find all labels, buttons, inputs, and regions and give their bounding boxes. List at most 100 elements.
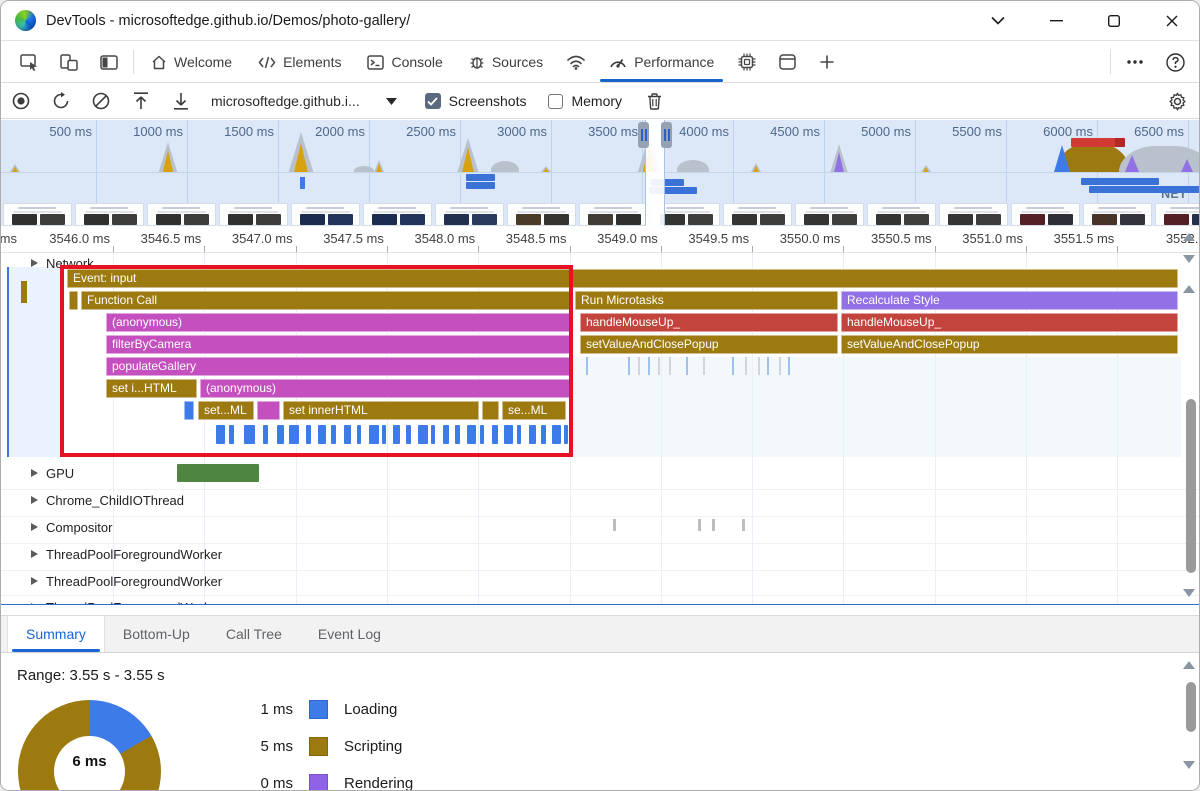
flame-micro-bar[interactable] [455,425,460,444]
device-emulation-icon[interactable] [49,42,89,82]
flame-micro-bar[interactable] [382,425,386,444]
flame-micro-bar[interactable] [393,425,400,444]
tab-sources[interactable]: Sources [456,42,556,82]
track-header[interactable]: ThreadPoolForegroundWorker [1,572,222,590]
maximize-button[interactable] [1085,1,1143,40]
flame-event-bar[interactable]: populateGallery [106,357,571,376]
tab-performance[interactable]: Performance [596,42,728,82]
gpu-activity-bar[interactable] [177,464,259,482]
film-thumbnail[interactable] [3,203,72,226]
flame-micro-bar[interactable] [263,425,268,444]
summary-scroll-up-arrow[interactable] [1183,661,1195,669]
track-header[interactable]: Compositor [1,518,112,536]
settings-gear-icon[interactable] [1157,84,1197,118]
flame-event-bar[interactable]: Event: input [67,269,1178,288]
flame-micro-bar[interactable] [431,425,435,444]
scroll-down-arrow[interactable] [1183,255,1195,263]
film-thumbnail[interactable] [939,203,1008,226]
inspect-element-icon[interactable] [9,42,49,82]
film-thumbnail[interactable] [1083,203,1152,226]
flame-micro-bar[interactable] [216,425,225,444]
flame-micro-bar[interactable] [480,425,484,444]
save-profile-icon[interactable] [161,84,201,118]
tab-call-tree[interactable]: Call Tree [208,616,300,652]
load-profile-icon[interactable] [121,84,161,118]
flame-event-bar[interactable]: (anonymous) [200,379,571,398]
flame-micro-bar[interactable] [564,425,568,444]
flame-event-bar[interactable]: Run Microtasks [575,291,838,310]
close-button[interactable] [1143,1,1199,40]
screenshots-checkbox[interactable]: Screenshots [424,93,526,109]
film-thumbnail[interactable] [1155,203,1199,226]
film-thumbnail[interactable] [291,203,360,226]
expand-arrow-icon[interactable] [31,577,38,585]
film-thumbnail[interactable] [1011,203,1080,226]
expand-arrow-icon[interactable] [31,469,38,477]
flame-event-bar[interactable] [482,401,499,420]
trash-icon[interactable] [634,84,674,118]
chevron-down-icon[interactable] [969,1,1027,40]
film-thumbnail[interactable] [507,203,576,226]
flame-event-bar[interactable]: Function Call [81,291,571,310]
flame-micro-bar[interactable] [306,425,311,444]
flame-event-bar[interactable]: Recalculate Style [841,291,1178,310]
flame-micro-bar[interactable] [504,425,513,444]
clear-recording-icon[interactable] [81,84,121,118]
film-thumbnail[interactable] [363,203,432,226]
film-thumbnail[interactable] [651,203,720,226]
flame-event-bar[interactable] [257,401,280,420]
track-header[interactable]: ThreadPoolForegroundWorker [1,545,222,563]
flame-micro-bar[interactable] [244,425,255,444]
flame-micro-bar[interactable] [492,425,498,444]
flame-scroll-down-arrow[interactable] [1183,589,1195,597]
expand-arrow-icon[interactable] [31,496,38,504]
network-conditions-icon[interactable] [556,42,596,82]
flame-event-bar[interactable]: (anonymous) [106,313,571,332]
film-thumbnail[interactable] [75,203,144,226]
flame-event-bar[interactable]: setValueAndClosePopup [580,335,838,354]
film-thumbnail[interactable] [147,203,216,226]
flame-event-bar[interactable] [184,401,194,420]
summary-scrollbar-thumb[interactable] [1186,682,1196,732]
tab-elements[interactable]: Elements [245,42,354,82]
flame-micro-bar[interactable] [229,425,234,444]
flame-micro-bar[interactable] [418,425,428,444]
flame-micro-bar[interactable] [318,425,326,444]
tab-bottom-up[interactable]: Bottom-Up [105,616,208,652]
track-header[interactable]: GPU [1,464,74,482]
flame-micro-bar[interactable] [277,425,284,444]
flame-micro-bar[interactable] [517,425,521,444]
page-selector-dropdown[interactable]: microsoftedge.github.i... [211,93,397,109]
flame-micro-bar[interactable] [406,425,411,444]
reload-and-record-button[interactable] [41,84,81,118]
expand-arrow-icon[interactable] [31,259,38,267]
more-options-icon[interactable] [1115,42,1155,82]
track-header[interactable]: Chrome_ChildIOThread [1,491,184,509]
tab-console[interactable]: Console [354,42,455,82]
film-thumbnail[interactable] [795,203,864,226]
overview-selection-window[interactable] [638,120,672,226]
memory-checkbox[interactable]: Memory [548,93,622,109]
selection-left-handle[interactable] [638,122,649,148]
help-icon[interactable] [1155,42,1195,82]
summary-scroll-down-arrow[interactable] [1183,761,1195,769]
application-panel-icon[interactable] [767,42,807,82]
selection-right-handle[interactable] [661,122,672,148]
flame-event-bar[interactable]: set...ML [198,401,254,420]
dock-side-icon[interactable] [89,42,129,82]
film-thumbnail[interactable] [867,203,936,226]
memory-chip-icon[interactable] [727,42,767,82]
scroll-up-arrow[interactable] [1183,233,1195,241]
flame-micro-bar[interactable] [541,425,546,444]
film-thumbnail[interactable] [219,203,288,226]
flame-event-bar[interactable]: handleMouseUp_ [841,313,1178,332]
flame-event-bar[interactable]: handleMouseUp_ [580,313,838,332]
minimize-button[interactable] [1027,1,1085,40]
flame-micro-bar[interactable] [467,425,476,444]
flame-micro-bar[interactable] [344,425,351,444]
flame-event-bar[interactable]: filterByCamera [106,335,571,354]
film-thumbnail[interactable] [579,203,648,226]
tab-event-log[interactable]: Event Log [300,616,399,652]
flame-event-bar[interactable]: set innerHTML [283,401,479,420]
